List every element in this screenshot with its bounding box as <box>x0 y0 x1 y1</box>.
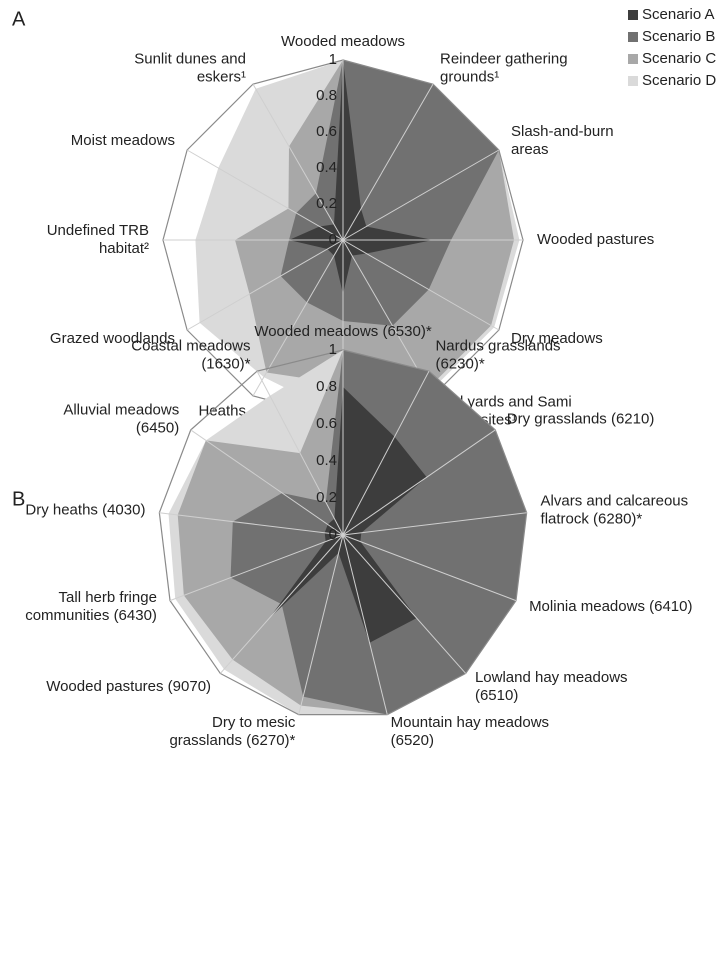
spoke <box>342 239 500 331</box>
tick-label: 0.2 <box>316 489 337 506</box>
spoke <box>159 512 344 536</box>
axis-label: Alvars and calcareous flatrock (6280)* <box>541 492 689 527</box>
tick-label: 0 <box>329 526 337 543</box>
spoke <box>342 534 467 674</box>
axis-label: Heaths <box>198 402 246 419</box>
axis-label: Dry heaths (4030) <box>25 501 145 518</box>
legend-label: Scenario C <box>642 50 716 67</box>
legend-swatch <box>628 54 638 64</box>
legend-label: Scenario A <box>642 6 715 23</box>
spoke <box>252 239 344 397</box>
tick-label: 0.4 <box>316 159 337 176</box>
axis-label: Coastal meadows (1630)* <box>131 337 250 372</box>
spoke <box>169 534 344 602</box>
spoke <box>342 83 434 241</box>
axis-label: Wooded pastures (9070) <box>46 678 211 695</box>
spoke <box>298 534 344 715</box>
spoke <box>190 429 344 536</box>
spoke <box>342 429 496 536</box>
spoke <box>252 83 344 241</box>
axis-label: Molinia meadows (6410) <box>529 598 692 615</box>
axis-label: Alluvial meadows (6450) <box>63 402 179 437</box>
tick-label: 0 <box>329 231 337 248</box>
spoke <box>219 534 344 674</box>
series-area <box>289 60 433 294</box>
axis-label: Moist meadows <box>71 132 175 149</box>
axis-label: Wooded meadows (6530)* <box>254 323 431 340</box>
tick-label: 0.6 <box>316 123 337 140</box>
legend-swatch <box>628 32 638 42</box>
panel-label: A <box>12 8 26 30</box>
tick-label: 1 <box>329 51 337 68</box>
spoke <box>342 370 430 536</box>
axis-label: Dry meadows <box>511 330 603 347</box>
spoke <box>342 512 527 536</box>
axis-label: Sunlit dunes and eskers¹ <box>134 50 246 85</box>
tick-label: 0.6 <box>316 415 337 432</box>
axis-label: Wooded meadows <box>281 33 405 50</box>
tick-label: 1 <box>329 341 337 358</box>
legend-label: Scenario B <box>642 28 715 45</box>
axis-label: Slash-and-burn areas <box>511 123 614 158</box>
axis-label: Mountain hay meadows (6520) <box>391 714 549 749</box>
spoke <box>186 149 344 241</box>
outer-ring <box>158 349 528 716</box>
series-area <box>230 350 527 715</box>
spoke <box>186 239 344 331</box>
legend-swatch <box>628 10 638 20</box>
axis-label: Lowland hay meadows (6510) <box>475 669 628 704</box>
legend-swatch <box>628 76 638 86</box>
tick-label: 0.4 <box>316 452 337 469</box>
spoke <box>256 370 344 536</box>
legend-label: Scenario D <box>642 72 716 89</box>
axis-label: Dry grasslands (6210) <box>507 411 655 428</box>
tick-label: 0.8 <box>316 378 337 395</box>
spoke <box>342 534 517 602</box>
spoke <box>342 534 388 715</box>
axis-label: Grazed woodlands <box>50 330 175 347</box>
axis-label: Undefined TRB habitat² <box>47 222 149 257</box>
tick-label: 0.8 <box>316 87 337 104</box>
axis-label: Reindeer gathering grounds¹ <box>440 50 568 85</box>
tick-label: 0.2 <box>316 195 337 212</box>
axis-label: Tall herb fringe communities (6430) <box>25 589 157 624</box>
axis-label: Dry to mesic grasslands (6270)* <box>169 714 295 749</box>
axis-label: Nardus grasslands (6230)* <box>435 337 560 372</box>
axis-label: Wooded pastures <box>537 231 654 248</box>
panel-label: B <box>12 488 25 510</box>
spoke <box>342 149 500 241</box>
